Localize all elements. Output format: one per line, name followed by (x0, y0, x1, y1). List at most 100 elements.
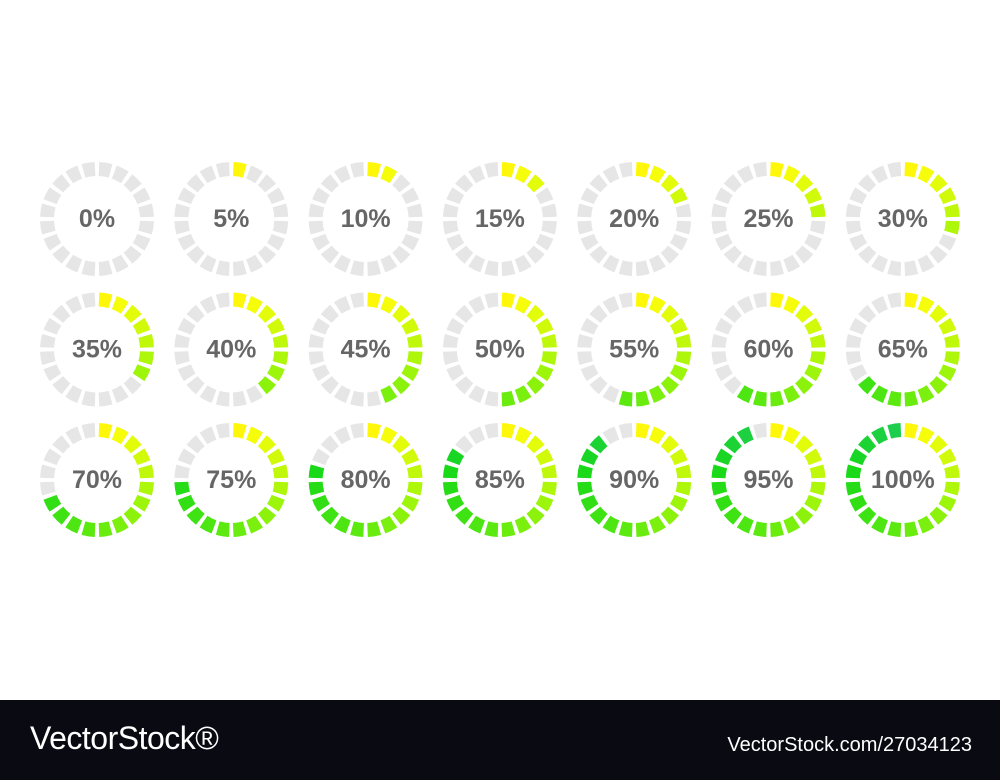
empty-segment (887, 162, 902, 178)
empty-segment (199, 385, 217, 403)
filled-segment (795, 506, 814, 525)
filled-segment (770, 292, 784, 309)
filled-segment (858, 435, 877, 454)
empty-segment (177, 233, 196, 251)
empty-segment (715, 233, 733, 251)
empty-segment (392, 245, 411, 264)
empty-segment (215, 423, 230, 439)
brand: VectorStock® (30, 720, 219, 756)
filled-segment (232, 162, 247, 178)
empty-segment (442, 351, 459, 365)
filled-segment (917, 385, 935, 403)
filled-segment (392, 304, 411, 323)
filled-segment (535, 364, 554, 382)
filled-segment (455, 506, 474, 525)
filled-segment (535, 448, 554, 466)
filled-segment (944, 351, 960, 365)
percent-label: 50% (475, 336, 525, 364)
empty-segment (177, 317, 196, 335)
empty-segment (446, 364, 465, 382)
filled-segment (392, 435, 411, 454)
empty-segment (199, 165, 217, 184)
filled-segment (669, 448, 688, 466)
filled-segment (783, 296, 801, 314)
empty-segment (526, 245, 545, 264)
empty-segment (320, 304, 339, 323)
empty-segment (267, 187, 285, 205)
filled-segment (246, 515, 263, 534)
empty-segment (618, 292, 633, 309)
empty-segment (442, 203, 459, 218)
filled-segment (871, 426, 888, 445)
percent-label: 45% (341, 336, 391, 364)
filled-segment (514, 165, 532, 184)
empty-segment (484, 390, 499, 407)
filled-segment (401, 448, 420, 466)
empty-segment (246, 165, 263, 184)
empty-segment (350, 292, 364, 309)
empty-segment (455, 376, 474, 395)
empty-segment (123, 245, 142, 264)
empty-segment (308, 220, 325, 235)
filled-segment (501, 521, 516, 537)
filled-segment (52, 506, 71, 525)
empty-segment (199, 296, 217, 314)
progress-ring: 45% (308, 292, 423, 407)
empty-segment (272, 220, 289, 235)
filled-segment (770, 521, 784, 537)
empty-segment (52, 376, 71, 395)
filled-segment (232, 292, 247, 309)
empty-segment (199, 426, 217, 445)
empty-segment (804, 233, 822, 251)
filled-segment (917, 165, 935, 184)
percent-label: 55% (609, 336, 659, 364)
filled-segment (138, 481, 154, 496)
filled-segment (917, 296, 935, 314)
filled-segment (618, 390, 633, 407)
filled-segment (770, 390, 784, 407)
empty-segment (887, 260, 902, 276)
empty-segment (65, 426, 83, 445)
filled-segment (138, 334, 154, 348)
empty-segment (929, 245, 948, 264)
filled-segment (804, 364, 822, 382)
filled-segment (618, 521, 633, 537)
filled-segment (514, 515, 532, 534)
empty-segment (177, 364, 196, 382)
filled-segment (320, 506, 339, 525)
progress-ring: 95% (711, 423, 826, 537)
empty-segment (589, 376, 608, 395)
empty-segment (98, 260, 113, 276)
empty-segment (589, 304, 608, 323)
filled-segment (770, 162, 784, 178)
empty-segment (501, 260, 516, 276)
filled-segment (98, 292, 113, 309)
empty-segment (406, 220, 423, 235)
filled-segment (635, 162, 650, 178)
filled-segment (246, 296, 263, 314)
empty-segment (753, 423, 767, 439)
filled-segment (199, 515, 217, 534)
filled-segment (669, 317, 688, 335)
empty-segment (65, 165, 83, 184)
empty-segment (858, 304, 877, 323)
empty-segment (871, 254, 888, 273)
empty-segment (455, 304, 474, 323)
empty-segment (723, 174, 742, 193)
percent-label: 60% (743, 336, 793, 364)
filled-segment (580, 494, 599, 512)
filled-segment (929, 304, 948, 323)
filled-segment (649, 385, 666, 403)
filled-segment (904, 423, 919, 439)
filled-segment (392, 506, 411, 525)
progress-ring: 15% (442, 162, 557, 276)
empty-segment (845, 203, 862, 218)
empty-segment (446, 233, 465, 251)
empty-segment (123, 376, 142, 395)
filled-segment (380, 515, 398, 534)
empty-segment (845, 351, 862, 365)
empty-segment (246, 385, 263, 403)
filled-segment (649, 296, 666, 314)
empty-segment (312, 233, 330, 251)
empty-segment (174, 220, 190, 235)
